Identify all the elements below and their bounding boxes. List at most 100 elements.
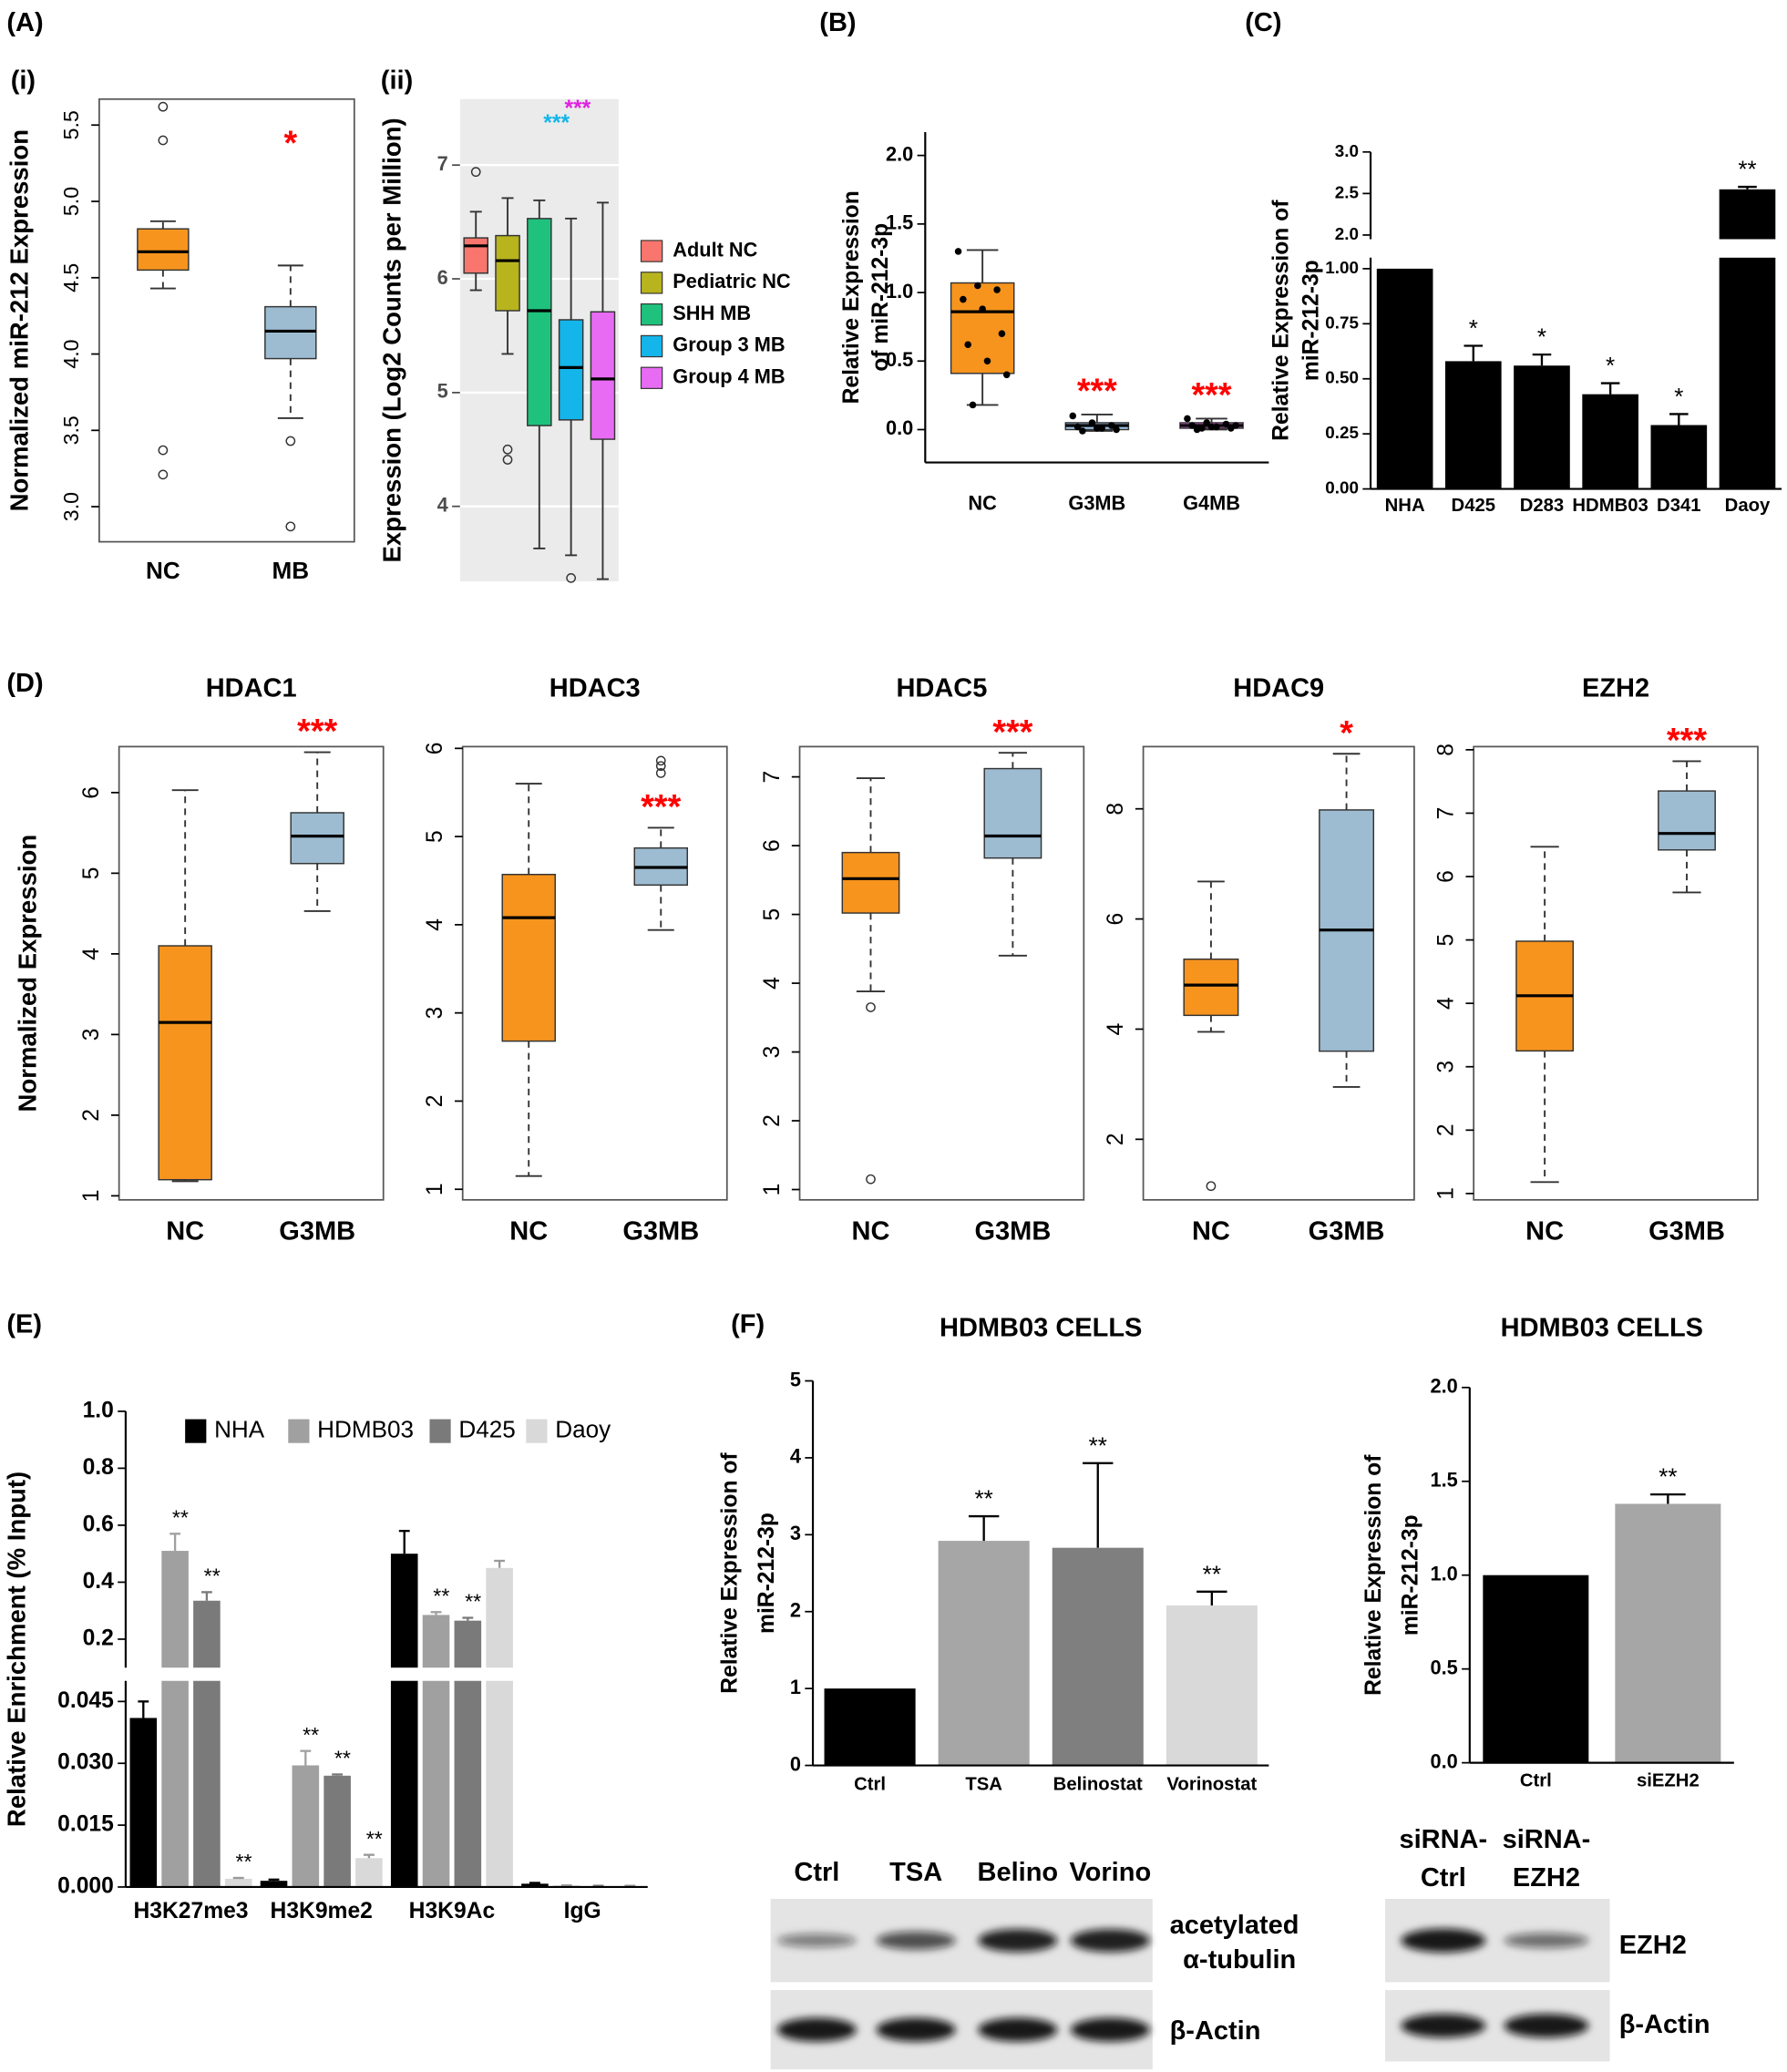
bar: [1719, 189, 1776, 489]
y-tick-label: 0.0: [1431, 1749, 1458, 1772]
lane-label: Ctrl: [1421, 1863, 1466, 1892]
x-tick-label: NC: [1525, 1217, 1564, 1246]
legend-swatch: [640, 272, 663, 294]
row-label: β-Actin: [1170, 2016, 1261, 2046]
x-tick-label: D283: [1520, 496, 1565, 516]
bar: [1650, 425, 1708, 489]
y-tick-label: 0: [790, 1752, 801, 1775]
legend-label: HDMB03: [317, 1416, 414, 1443]
y-axis-label: Relative Expression of: [1268, 200, 1293, 441]
y-tick-label: 2.0: [1431, 1375, 1458, 1398]
blot-band: [776, 2017, 857, 2042]
bar: [1514, 365, 1570, 489]
blot-band: [1401, 1928, 1486, 1953]
y-tick-label: 7: [1434, 807, 1459, 820]
box: [137, 228, 190, 272]
x-tick-label: H3K9Ac: [409, 1899, 496, 1923]
box: [950, 282, 1015, 374]
blot-band: [776, 1934, 857, 1948]
significance: **: [1089, 1431, 1107, 1459]
y-axis-label: Relative Expression of: [1361, 1454, 1386, 1696]
bar: [355, 1858, 383, 1887]
y-tick-label: 0.0: [886, 416, 913, 439]
y-tick-label: 5: [790, 1368, 801, 1390]
data-point: [1203, 419, 1210, 426]
data-point: [1188, 422, 1196, 429]
y-tick-label: 2.0: [1335, 224, 1359, 243]
y-tick-label: 2: [1104, 1133, 1128, 1145]
outlier: [566, 573, 577, 583]
y-tick-label: 0.4: [83, 1569, 115, 1594]
bar: [454, 1620, 482, 1887]
y-tick-label: 1.0: [1431, 1562, 1458, 1585]
y-tick-label: 8: [1104, 803, 1128, 815]
legend-swatch: [640, 366, 663, 389]
bar: [1052, 1547, 1144, 1766]
box: [463, 237, 488, 274]
y-tick-label: 0.75: [1325, 313, 1359, 332]
legend-swatch: [640, 303, 663, 326]
box: [841, 851, 900, 914]
legend-label: SHH MB: [673, 302, 751, 324]
y-tick-label: 0.015: [57, 1812, 114, 1837]
blot-band: [1401, 2014, 1486, 2038]
x-tick-label: HDMB03: [1572, 496, 1648, 516]
y-tick-label: 6: [79, 786, 104, 799]
y-tick-label: 4: [423, 918, 447, 931]
plot-frame: [461, 745, 728, 1201]
data-point: [1108, 422, 1115, 429]
plot-frame: [118, 745, 385, 1201]
y-tick-label: 4: [1104, 1023, 1128, 1036]
y-tick-label: 0.6: [83, 1512, 114, 1536]
x-tick-label: siEZH2: [1637, 1770, 1700, 1790]
blot-band: [1504, 2014, 1589, 2038]
y-tick-label: 6: [1104, 913, 1128, 926]
data-point: [979, 305, 986, 313]
significance: **: [1203, 1560, 1221, 1587]
blot-band: [1070, 1929, 1150, 1953]
y-tick-label: 3: [423, 1007, 447, 1020]
y-tick-label: 0.2: [83, 1626, 114, 1650]
y-tick-label: 5: [760, 908, 785, 921]
bar: [422, 1615, 450, 1887]
chart-title: EZH2: [1582, 674, 1649, 703]
outlier: [1206, 1181, 1217, 1192]
y-tick-label: 4.0: [59, 339, 83, 368]
data-point: [998, 330, 1006, 337]
significance: **: [465, 1590, 481, 1614]
bar: [938, 1541, 1030, 1766]
y-tick-label: 0.5: [1431, 1656, 1458, 1678]
y-tick-label: 3: [1434, 1061, 1459, 1073]
panel-label: (A): [6, 8, 43, 37]
y-tick-label: 4: [79, 948, 104, 960]
bar: [1615, 1503, 1721, 1763]
blot-band: [1504, 1933, 1589, 1948]
x-tick-label: D341: [1657, 496, 1701, 516]
y-tick-label: 1.5: [1431, 1468, 1458, 1491]
y-tick-label: 3.0: [1335, 141, 1359, 160]
legend-swatch: [288, 1419, 310, 1443]
bar: [486, 1567, 513, 1887]
outlier: [502, 455, 513, 465]
outlier: [502, 444, 513, 455]
data-point: [1198, 425, 1206, 432]
x-tick-label: D425: [1452, 496, 1496, 516]
bar: [521, 1883, 549, 1887]
lane-label: siRNA-: [1503, 1825, 1591, 1854]
y-tick-label: 6: [437, 266, 448, 289]
y-tick-label: 5: [1434, 934, 1459, 947]
outlier: [655, 768, 666, 778]
data-point: [964, 341, 971, 348]
y-tick-label: 2: [1434, 1123, 1459, 1136]
x-tick-label: G3MB: [279, 1217, 355, 1246]
y-axis-label: Relative Expression of: [718, 1452, 743, 1694]
x-tick-label: G4MB: [1183, 492, 1240, 515]
row-label: β-Actin: [1619, 2010, 1710, 2039]
y-tick-label: 2: [760, 1114, 785, 1127]
significance: ***: [1192, 375, 1232, 414]
y-tick-label: 6: [1434, 870, 1459, 883]
significance: **: [172, 1505, 189, 1529]
x-tick-label: Ctrl: [854, 1775, 886, 1795]
